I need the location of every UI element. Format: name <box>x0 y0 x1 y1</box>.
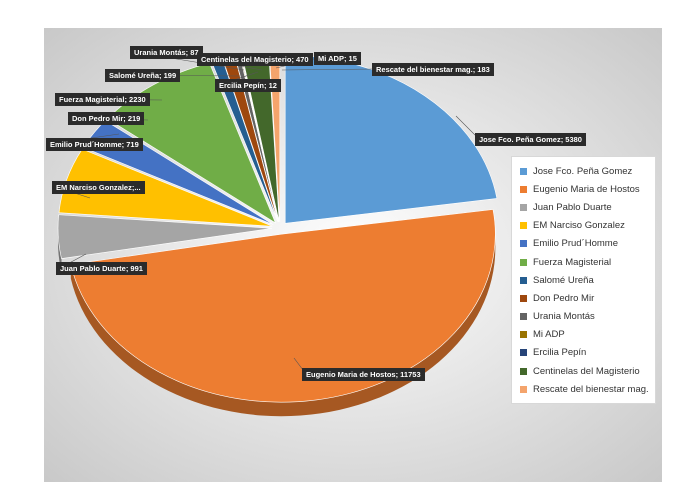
legend-item: Mi ADP <box>520 326 655 344</box>
legend-swatch <box>520 240 527 248</box>
legend-item: Don Pedro Mir <box>520 289 655 307</box>
legend-item: Fuerza Magisterial <box>520 253 655 271</box>
legend-label: Urania Montás <box>533 311 595 323</box>
legend-swatch <box>520 294 527 302</box>
legend-item: Urania Montás <box>520 308 655 326</box>
legend-label: Salomé Ureña <box>533 274 594 286</box>
legend-swatch <box>520 203 527 211</box>
data-label: Centinelas del Magisterio; 470 <box>197 53 313 66</box>
legend-item: Rescate del bienestar mag. <box>520 380 655 398</box>
legend-label: Emilio Prud´Homme <box>533 238 618 250</box>
legend-swatch <box>520 222 527 230</box>
data-label: Ercilia Pepín; 12 <box>215 79 281 92</box>
legend-item: Emilio Prud´Homme <box>520 235 655 253</box>
pie-slice-1 <box>70 209 496 403</box>
pie-slice-2 <box>57 214 273 259</box>
legend-swatch <box>520 313 527 321</box>
legend-item: Eugenio Maria de Hostos <box>520 180 655 198</box>
legend-swatch <box>520 385 527 393</box>
legend-swatch <box>520 349 527 357</box>
legend: Jose Fco. Peña Gomez Eugenio Maria de Hos… <box>511 156 656 404</box>
legend-swatch <box>520 331 527 339</box>
data-label: Eugenio Maria de Hostos; 11753 <box>302 368 425 381</box>
data-label: Jose Fco. Peña Gomez; 5380 <box>475 133 586 146</box>
legend-item: Centinelas del Magisterio <box>520 362 655 380</box>
legend-label: Centinelas del Magisterio <box>533 365 640 377</box>
legend-label: Juan Pablo Duarte <box>533 201 612 213</box>
legend-swatch <box>520 185 527 193</box>
leader-line-12 <box>281 68 377 71</box>
legend-label: EM Narciso Gonzalez <box>533 220 625 232</box>
legend-label: Fuerza Magisterial <box>533 256 612 268</box>
data-label: Urania Montás; 87 <box>130 46 203 59</box>
pie-chart: Jose Fco. Peña Gomez; 5380 Eugenio Maria … <box>44 28 662 482</box>
data-label: Fuerza Magisterial; 2230 <box>55 93 150 106</box>
data-label: Emilio Prud´Homme; 719 <box>46 138 143 151</box>
data-label: EM Narciso Gonzalez;... <box>52 181 145 194</box>
data-label: Salomé Ureña; 199 <box>105 69 181 82</box>
data-label: Mi ADP; 15 <box>314 52 361 65</box>
legend-swatch <box>520 276 527 284</box>
legend-swatch <box>520 258 527 266</box>
data-label: Rescate del bienestar mag.; 183 <box>372 63 494 76</box>
legend-item: Ercilia Pepín <box>520 344 655 362</box>
legend-item: Salomé Ureña <box>520 271 655 289</box>
data-label: Juan Pablo Duarte; 991 <box>56 262 147 275</box>
legend-swatch <box>520 367 527 375</box>
legend-item: EM Narciso Gonzalez <box>520 217 655 235</box>
legend-label: Mi ADP <box>533 329 565 341</box>
legend-label: Ercilia Pepín <box>533 347 587 359</box>
legend-item: Juan Pablo Duarte <box>520 198 655 216</box>
legend-label: Jose Fco. Peña Gomez <box>533 165 633 177</box>
legend-label: Eugenio Maria de Hostos <box>533 183 640 195</box>
legend-label: Don Pedro Mir <box>533 292 595 304</box>
legend-item: Jose Fco. Peña Gomez <box>520 162 655 180</box>
data-label: Don Pedro Mir; 219 <box>68 112 145 125</box>
legend-swatch <box>520 167 527 175</box>
legend-label: Rescate del bienestar mag. <box>533 383 649 395</box>
